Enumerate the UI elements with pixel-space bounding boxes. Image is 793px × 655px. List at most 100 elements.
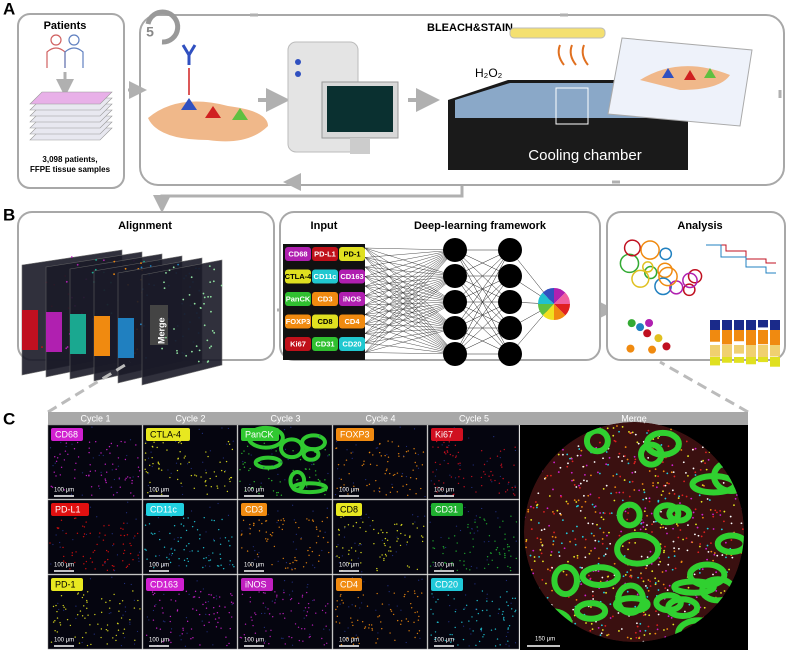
cell xyxy=(282,557,284,560)
cell xyxy=(364,626,367,628)
cell xyxy=(636,625,639,628)
cell xyxy=(662,526,665,529)
cell xyxy=(444,639,447,642)
nucleus xyxy=(363,581,365,583)
cell xyxy=(459,462,461,464)
cell xyxy=(176,469,179,472)
nucleus xyxy=(222,457,224,459)
cell xyxy=(576,525,578,528)
cell xyxy=(741,528,744,531)
nucleus xyxy=(270,448,272,450)
cell xyxy=(154,532,156,535)
tissue-gland xyxy=(666,504,693,524)
cell xyxy=(525,538,528,541)
cell xyxy=(586,480,588,482)
cell xyxy=(133,607,136,609)
cell xyxy=(292,561,294,564)
cell xyxy=(202,603,204,606)
cell xyxy=(291,569,293,571)
cell xyxy=(75,551,77,553)
marker-name: iNOS xyxy=(245,579,267,589)
cell xyxy=(381,554,383,556)
cell xyxy=(459,560,461,562)
cell xyxy=(673,555,676,557)
cell xyxy=(85,474,88,477)
cell xyxy=(400,623,402,625)
cell xyxy=(220,469,223,472)
cell xyxy=(188,293,191,296)
cell xyxy=(378,451,381,454)
cell xyxy=(263,642,266,644)
nucleus xyxy=(444,493,446,495)
nucleus xyxy=(508,645,510,647)
cell xyxy=(627,512,629,514)
cell xyxy=(480,627,483,629)
cell xyxy=(292,469,294,472)
cell xyxy=(504,538,506,540)
cell xyxy=(363,460,365,462)
edge xyxy=(364,352,456,355)
nucleus xyxy=(316,437,318,439)
tissue-gland xyxy=(638,441,665,468)
marker-chip xyxy=(51,578,83,591)
cell xyxy=(243,466,246,468)
cell xyxy=(63,606,65,609)
cell xyxy=(338,534,340,536)
cell xyxy=(243,634,246,636)
cell xyxy=(71,552,74,554)
cell xyxy=(725,556,727,559)
cell xyxy=(677,497,680,499)
cell xyxy=(120,617,123,619)
cell xyxy=(346,637,349,640)
cell xyxy=(641,483,644,485)
cell xyxy=(579,454,582,457)
edge xyxy=(364,327,456,353)
cell xyxy=(638,489,641,492)
cell xyxy=(666,628,669,630)
cell xyxy=(65,532,67,535)
cell xyxy=(170,641,172,644)
cell xyxy=(612,587,615,590)
cell xyxy=(502,477,504,480)
cell xyxy=(294,623,297,625)
nucleus xyxy=(148,619,150,621)
cell xyxy=(177,458,179,460)
cell xyxy=(400,524,402,527)
marker-name: PD-L1 xyxy=(55,504,81,514)
cell xyxy=(220,627,222,629)
nucleus xyxy=(283,579,286,582)
nucleus xyxy=(212,644,214,646)
nucleus xyxy=(470,633,472,635)
edge xyxy=(364,301,456,334)
survival-curve xyxy=(706,244,776,264)
cell xyxy=(608,456,611,459)
cell xyxy=(432,540,434,542)
cell xyxy=(216,612,219,614)
cell xyxy=(494,645,497,647)
cell xyxy=(731,556,734,559)
cell xyxy=(705,468,708,471)
cell xyxy=(626,636,629,639)
cell xyxy=(392,613,395,616)
neuron xyxy=(443,316,467,340)
cell xyxy=(134,535,136,537)
edge xyxy=(364,314,456,329)
cell xyxy=(165,336,167,339)
cell xyxy=(455,455,457,457)
nucleus xyxy=(337,544,339,546)
cell xyxy=(340,593,342,596)
cell xyxy=(108,607,111,609)
nucleus xyxy=(124,606,126,608)
cell xyxy=(191,525,194,528)
cell xyxy=(335,447,337,450)
network-node xyxy=(658,266,678,287)
cell xyxy=(412,523,414,525)
cell xyxy=(185,545,188,547)
cell xyxy=(282,518,285,520)
cell xyxy=(734,497,737,500)
nucleus xyxy=(55,534,57,536)
nucleus xyxy=(110,486,112,488)
cell xyxy=(629,569,632,571)
nucleus xyxy=(148,473,150,475)
cell xyxy=(90,643,92,646)
